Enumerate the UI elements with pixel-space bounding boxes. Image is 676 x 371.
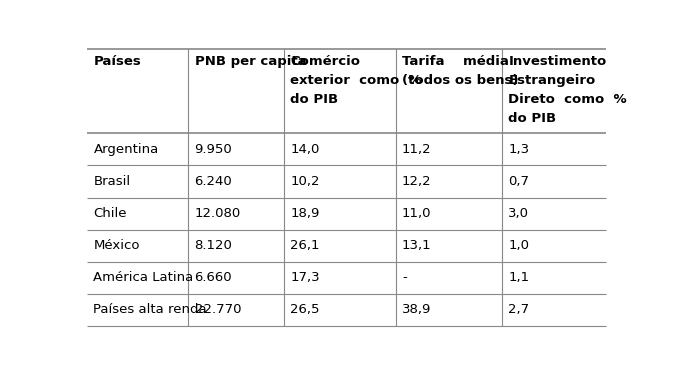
Text: 14,0: 14,0 xyxy=(291,143,320,156)
Text: Países: Países xyxy=(93,55,141,68)
Text: 8.120: 8.120 xyxy=(195,239,233,252)
Text: 6.660: 6.660 xyxy=(195,271,232,284)
Text: Países alta renda: Países alta renda xyxy=(93,303,207,316)
Text: 22.770: 22.770 xyxy=(195,303,241,316)
Text: América Latina: América Latina xyxy=(93,271,193,284)
Text: 38,9: 38,9 xyxy=(402,303,431,316)
Text: Tarifa    média
(todos os bens): Tarifa média (todos os bens) xyxy=(402,55,518,86)
Text: Comércio
exterior  como  %
do PIB: Comércio exterior como % do PIB xyxy=(291,55,422,105)
Text: Brasil: Brasil xyxy=(93,175,130,188)
Text: 26,1: 26,1 xyxy=(291,239,320,252)
Text: 1,1: 1,1 xyxy=(508,271,529,284)
Text: 9.950: 9.950 xyxy=(195,143,233,156)
Text: Investimento
Estrangeiro
Direto  como  %
do PIB: Investimento Estrangeiro Direto como % d… xyxy=(508,55,627,125)
Text: 13,1: 13,1 xyxy=(402,239,432,252)
Text: 10,2: 10,2 xyxy=(291,175,320,188)
Text: 12.080: 12.080 xyxy=(195,207,241,220)
Text: 26,5: 26,5 xyxy=(291,303,320,316)
Text: 11,0: 11,0 xyxy=(402,207,431,220)
Text: 17,3: 17,3 xyxy=(291,271,320,284)
Text: -: - xyxy=(402,271,407,284)
Text: México: México xyxy=(93,239,140,252)
Text: Chile: Chile xyxy=(93,207,127,220)
Text: 0,7: 0,7 xyxy=(508,175,529,188)
Text: 3,0: 3,0 xyxy=(508,207,529,220)
Text: PNB per capita: PNB per capita xyxy=(195,55,306,68)
Text: 1,0: 1,0 xyxy=(508,239,529,252)
Text: 6.240: 6.240 xyxy=(195,175,233,188)
Text: 12,2: 12,2 xyxy=(402,175,432,188)
Text: 2,7: 2,7 xyxy=(508,303,529,316)
Text: 11,2: 11,2 xyxy=(402,143,432,156)
Text: 18,9: 18,9 xyxy=(291,207,320,220)
Text: 1,3: 1,3 xyxy=(508,143,529,156)
Text: Argentina: Argentina xyxy=(93,143,159,156)
